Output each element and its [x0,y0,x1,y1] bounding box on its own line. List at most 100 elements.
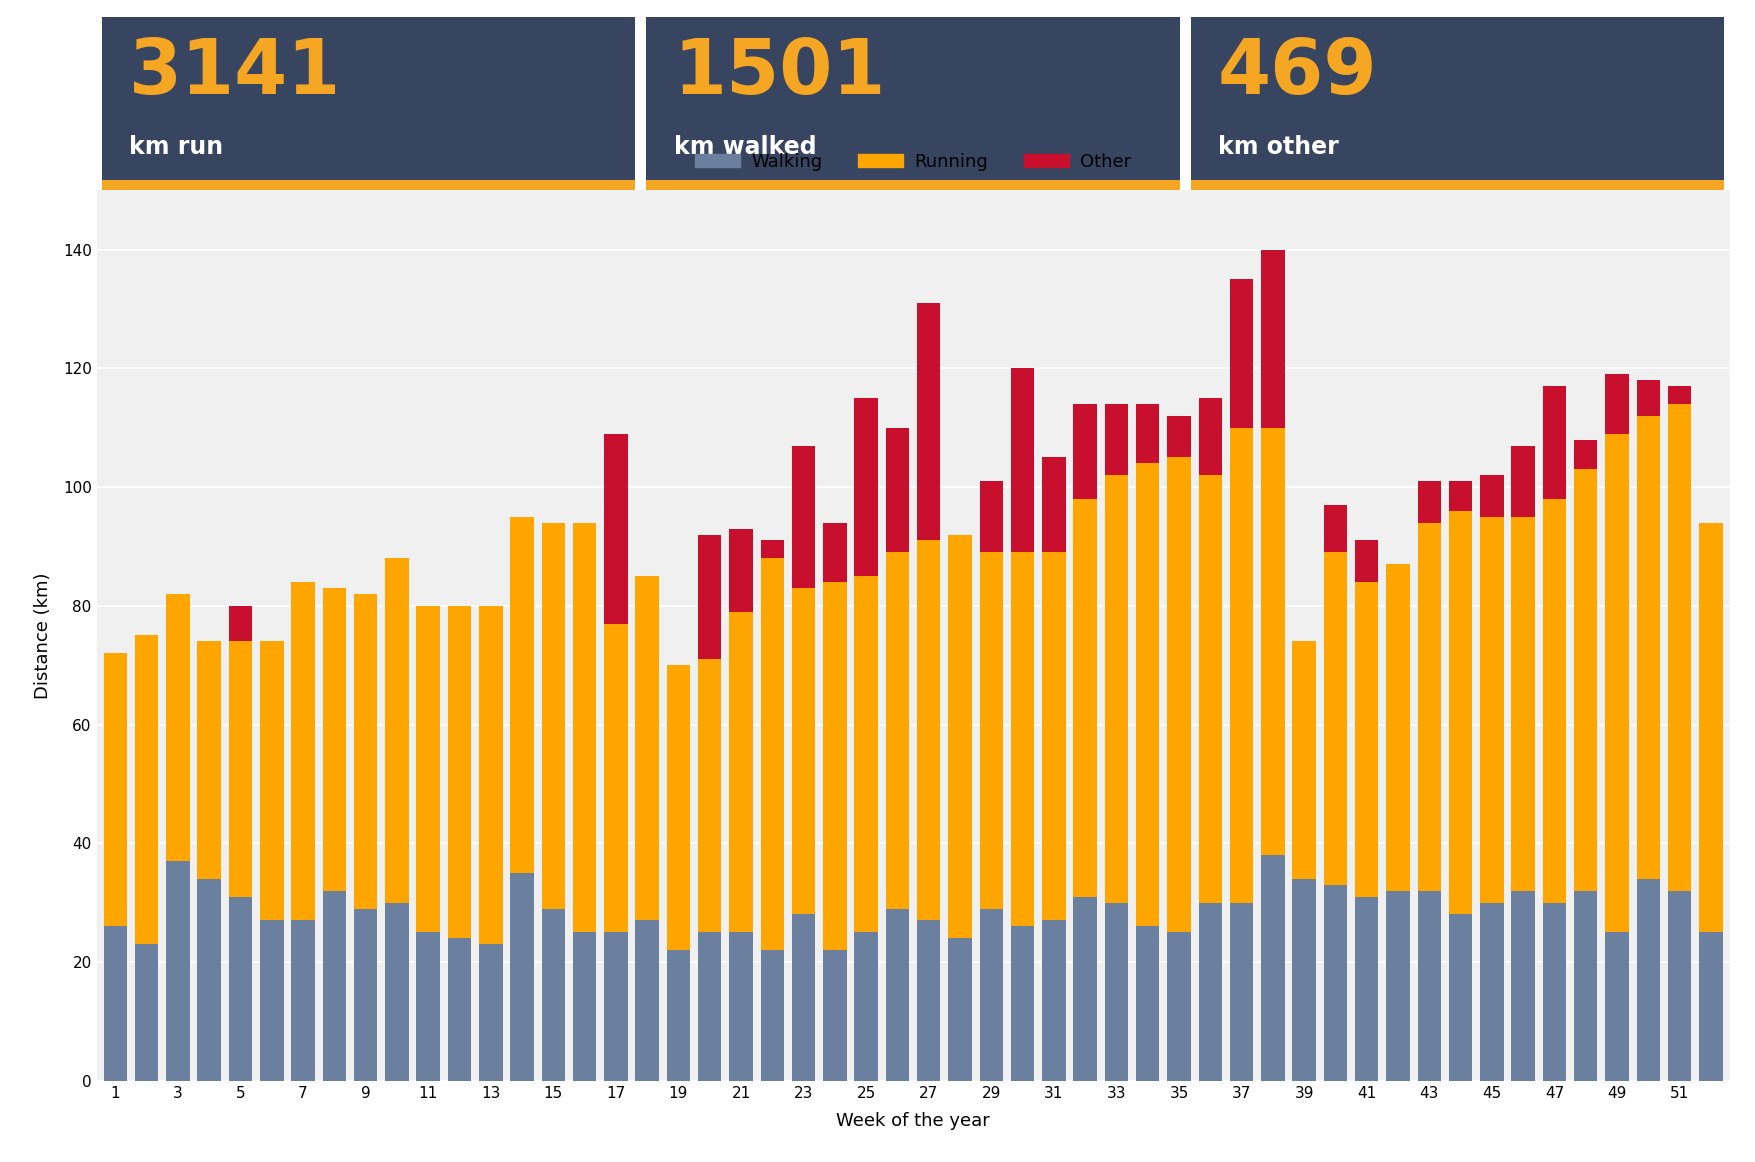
Bar [1072,498,1097,897]
Bar [1135,464,1158,926]
FancyBboxPatch shape [1190,17,1723,191]
Bar [1416,891,1441,1081]
Bar [135,636,158,945]
Bar [167,594,190,861]
Bar [1199,475,1221,903]
Bar [855,932,878,1081]
Bar [1011,926,1034,1081]
Bar [1479,903,1502,1081]
Bar [916,540,941,920]
Bar [1323,552,1346,884]
Bar [1667,404,1690,891]
Bar [1511,445,1534,517]
Bar [1479,475,1502,517]
Bar [855,576,878,932]
Bar [823,582,846,951]
Bar [1292,878,1314,1081]
Bar [698,659,721,932]
FancyBboxPatch shape [646,180,1179,191]
Bar [1135,404,1158,464]
Text: km run: km run [130,135,223,159]
Bar [1167,932,1190,1081]
Bar [1355,582,1378,897]
Bar [916,920,941,1081]
Bar [384,558,409,903]
Bar [1448,914,1471,1081]
Bar [1543,386,1565,498]
Bar [1167,458,1190,932]
Bar [323,588,346,891]
Bar [1543,498,1565,903]
Bar [823,523,846,582]
Bar [1135,926,1158,1081]
Text: km other: km other [1218,135,1337,159]
Bar [1416,523,1441,891]
Bar [1011,552,1034,926]
Text: 3141: 3141 [130,36,340,109]
Bar [1699,932,1722,1081]
Bar [572,523,597,932]
Bar [1572,439,1597,469]
Bar [511,873,534,1081]
X-axis label: Week of the year: Week of the year [835,1112,990,1129]
Bar [604,932,627,1081]
Bar [228,605,253,641]
Bar [416,605,441,932]
Bar [823,951,846,1081]
Bar [1636,416,1658,878]
Bar [1636,878,1658,1081]
Bar [1667,891,1690,1081]
Bar [448,605,470,938]
Bar [1604,932,1629,1081]
Bar [1323,504,1346,552]
Bar [885,428,909,552]
Bar [1292,641,1314,878]
FancyBboxPatch shape [1190,180,1723,191]
Bar [1604,374,1629,433]
Bar [1511,517,1534,891]
Text: 469: 469 [1218,36,1378,109]
Bar [228,641,253,897]
Bar [760,540,784,558]
Bar [885,909,909,1081]
Bar [1072,897,1097,1081]
Bar [1448,481,1471,511]
Bar [416,932,441,1081]
Bar [1543,903,1565,1081]
Bar [979,909,1002,1081]
Bar [635,920,658,1081]
FancyBboxPatch shape [646,17,1179,191]
Bar [667,951,690,1081]
Bar [1041,458,1065,552]
Bar [728,611,753,932]
Bar [291,920,314,1081]
Bar [728,932,753,1081]
Bar [541,909,565,1081]
Bar [916,303,941,540]
Bar [1323,884,1346,1081]
Bar [1228,428,1253,903]
Bar [479,945,502,1081]
Bar [104,926,126,1081]
Bar [979,481,1002,552]
Bar [1572,891,1597,1081]
Bar [135,945,158,1081]
Bar [323,891,346,1081]
Bar [1385,891,1409,1081]
Bar [1260,250,1285,428]
Bar [1104,903,1127,1081]
Bar [1199,903,1221,1081]
Bar [228,897,253,1081]
Bar [1041,552,1065,920]
Bar [1167,416,1190,458]
Bar [885,552,909,909]
Bar [1636,380,1658,416]
Bar [291,582,314,920]
Bar [728,529,753,611]
Bar [355,909,377,1081]
Bar [667,665,690,951]
Bar [604,433,627,624]
Bar [855,399,878,576]
Bar [1355,897,1378,1081]
Bar [1604,433,1629,932]
